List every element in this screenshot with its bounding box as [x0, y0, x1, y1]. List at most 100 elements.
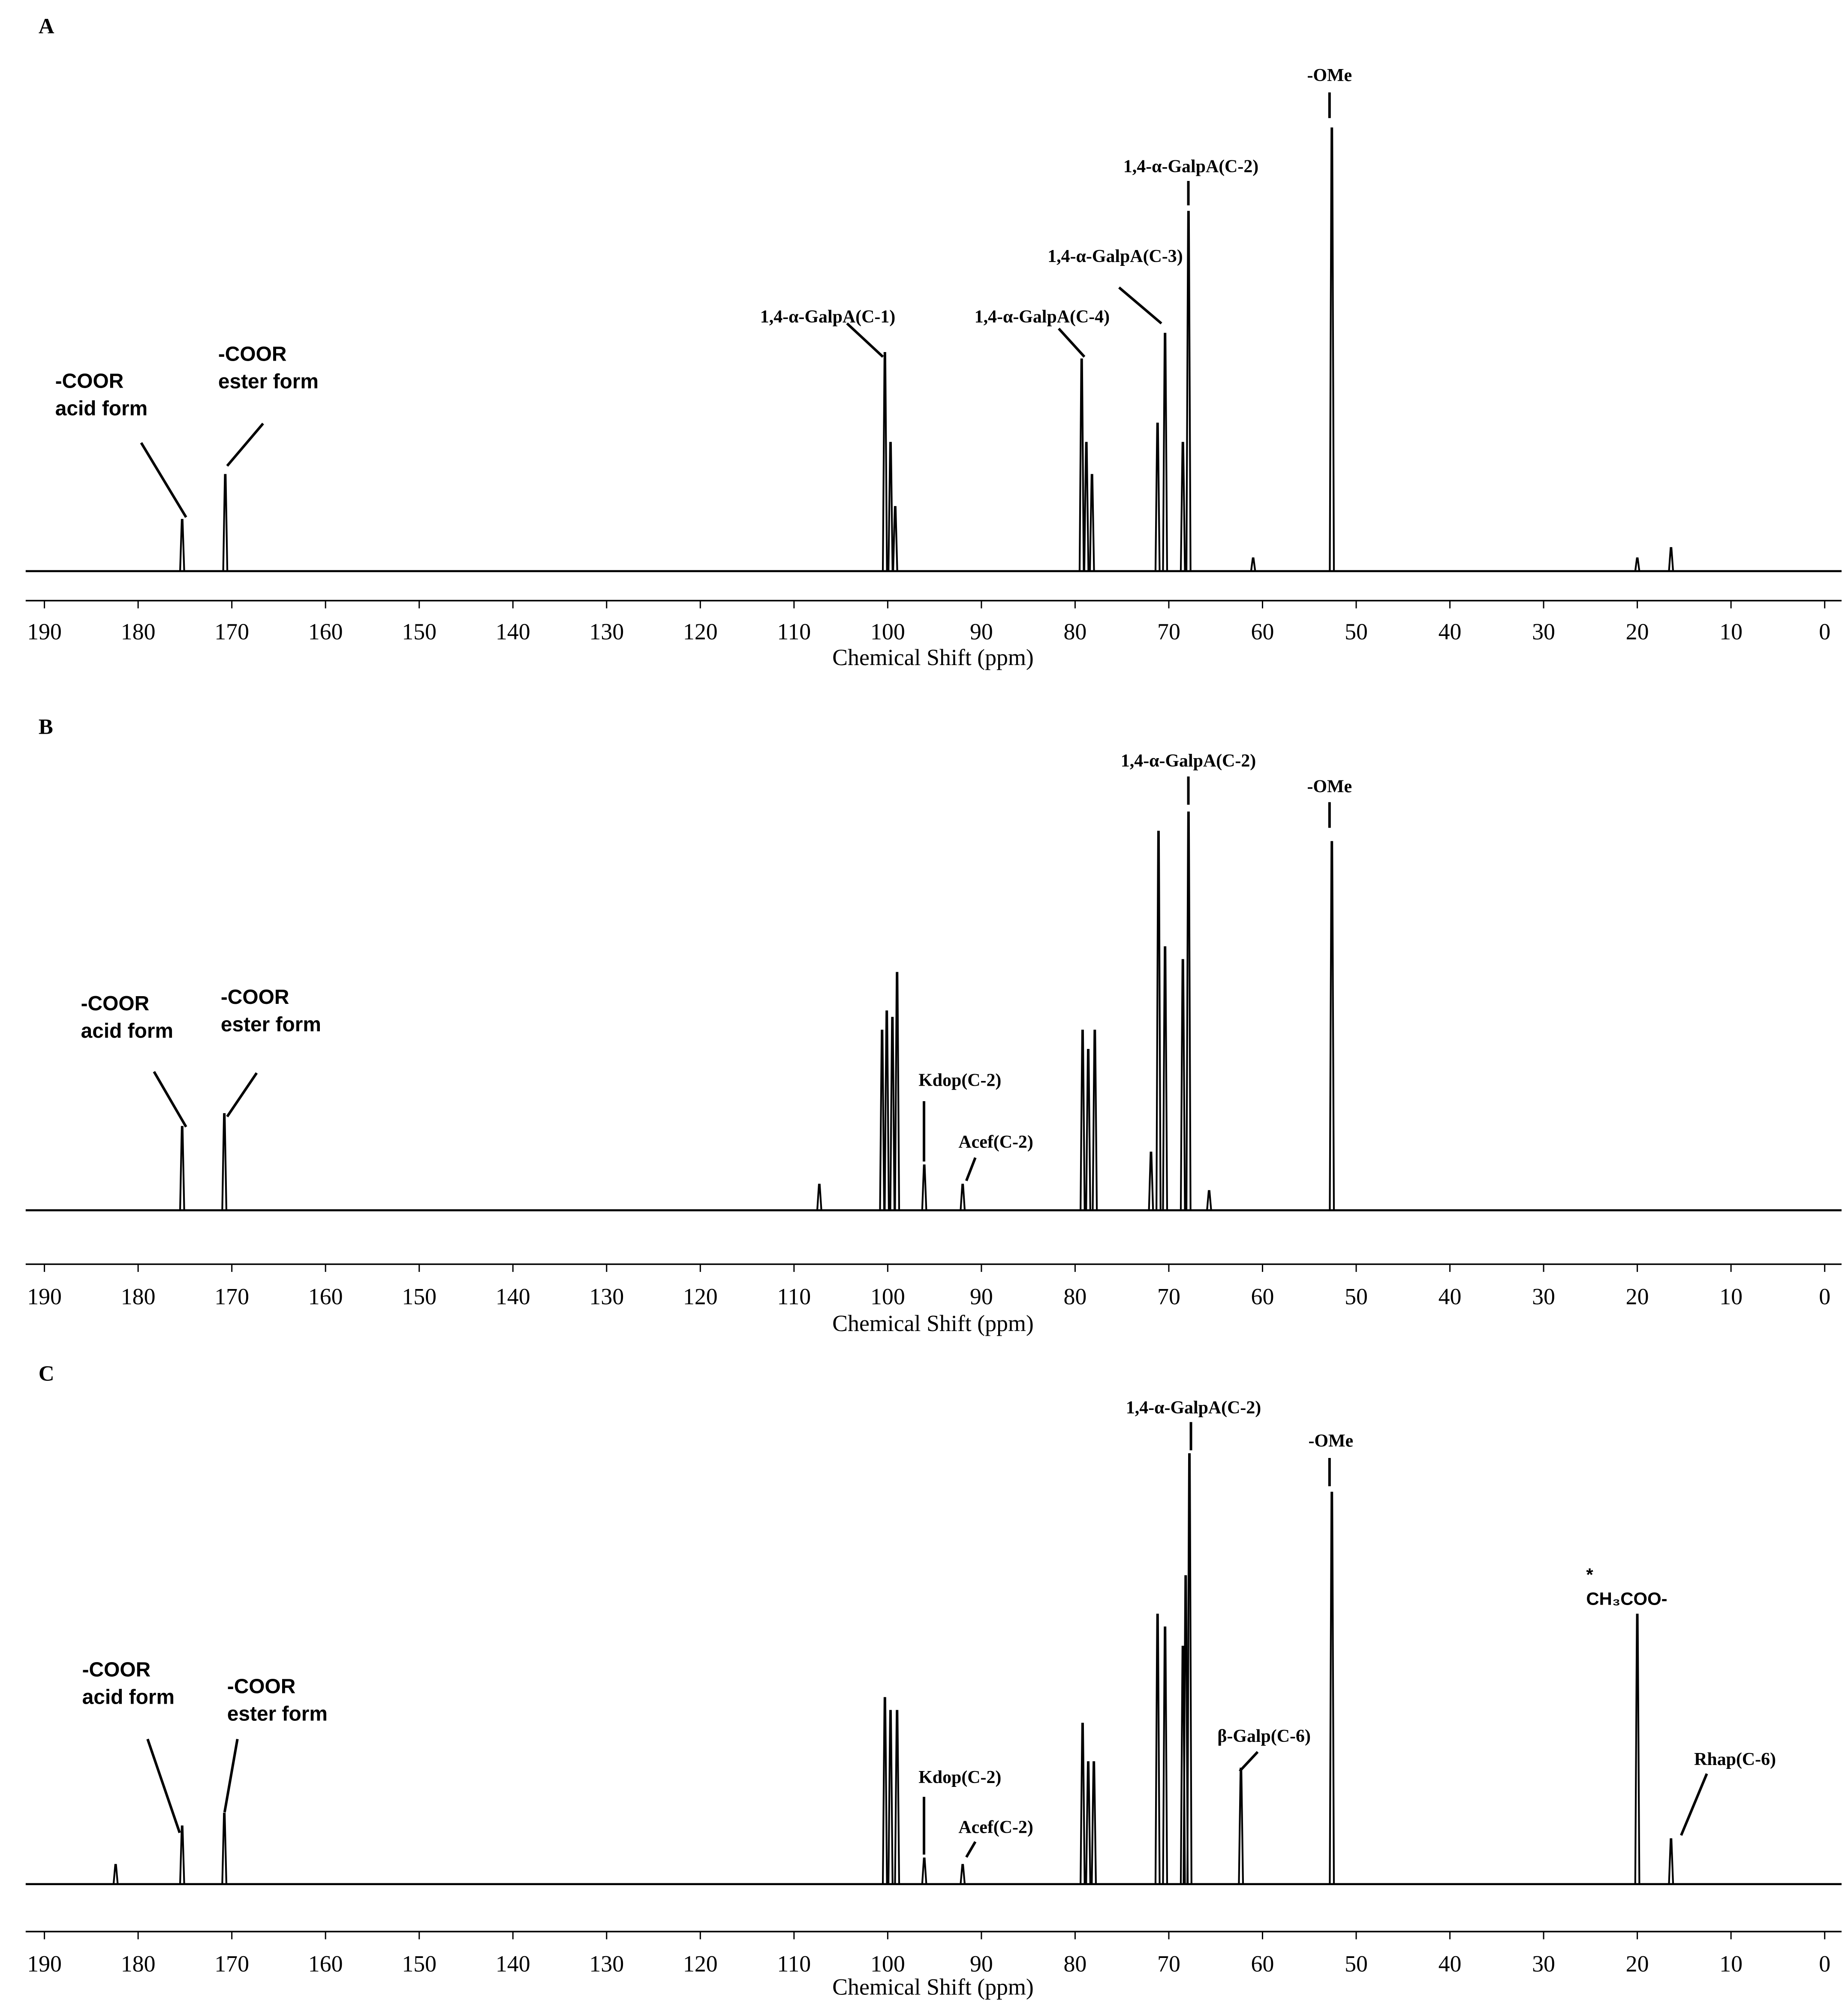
peak: [888, 442, 894, 571]
peak: [1083, 442, 1090, 571]
peak: [221, 1813, 228, 1884]
x-tick-label: 120: [683, 1283, 718, 1309]
x-tick-label: 60: [1251, 1951, 1274, 1977]
leader-line: [1058, 328, 1086, 358]
x-tick-label: 140: [496, 619, 530, 645]
leader-line: [1680, 1773, 1708, 1836]
x-tick-label: 100: [870, 619, 905, 645]
annotation: -COOR: [227, 1675, 296, 1698]
peak: [1085, 1761, 1091, 1884]
x-tick-label: 60: [1251, 1283, 1274, 1309]
leader-line: [965, 1841, 977, 1858]
peak: [960, 1184, 966, 1211]
annotation: Kdop(C-2): [918, 1768, 1001, 1787]
annotation: -COOR: [82, 1659, 151, 1681]
annotation: Acef(C-2): [958, 1818, 1033, 1837]
leader-line: [1239, 1751, 1259, 1772]
peak: [960, 1864, 966, 1884]
annotation: acid form: [55, 397, 147, 420]
x-tick-label: 150: [402, 1951, 436, 1977]
annotation: 1,4-α-GalpA(C-2): [1123, 157, 1258, 177]
x-tick-label: 150: [402, 619, 436, 645]
peak: [884, 1010, 890, 1211]
annotation: -OMe: [1308, 1431, 1353, 1451]
x-tick-label: 140: [496, 1951, 530, 1977]
peak: [1329, 127, 1335, 571]
peak: [1329, 1491, 1335, 1884]
x-tick-label: 160: [308, 1951, 343, 1977]
peak: [179, 519, 185, 571]
peak: [1078, 358, 1085, 571]
peak: [1668, 1838, 1674, 1884]
x-tick-label: 10: [1719, 1283, 1743, 1309]
annotation: ester form: [218, 370, 319, 393]
x-tick-label: 180: [121, 1951, 156, 1977]
annotation: -OMe: [1307, 66, 1352, 85]
annotation: ester form: [227, 1702, 328, 1725]
peak: [1634, 1614, 1640, 1884]
leader-line: [226, 1072, 258, 1117]
x-tick-label: 20: [1626, 619, 1649, 645]
leader-line: [965, 1157, 977, 1181]
annotation: 1,4-α-GalpA(C-2): [1126, 1398, 1261, 1418]
annotation: acid form: [82, 1686, 175, 1708]
x-tick-label: 160: [308, 1283, 343, 1309]
x-tick-label: 0: [1819, 1283, 1830, 1309]
annotation: Kdop(C-2): [918, 1071, 1001, 1090]
peak: [1238, 1768, 1244, 1884]
peak: [1329, 841, 1335, 1211]
x-tick-label: 40: [1439, 1283, 1462, 1309]
annotation: -COOR: [81, 992, 150, 1015]
annotation: Rhap(C-6): [1694, 1750, 1776, 1769]
x-tick-label: 190: [27, 1283, 62, 1309]
peak: [921, 1164, 927, 1211]
leader-line: [846, 322, 884, 358]
peak: [1080, 1030, 1086, 1211]
peak: [1185, 811, 1192, 1211]
annotation: 1,4-α-GalpA(C-1): [760, 307, 895, 327]
peak: [1668, 547, 1674, 572]
leader-line: [146, 1738, 181, 1833]
x-tick-label: 70: [1157, 619, 1180, 645]
x-tick-label: 110: [777, 1951, 811, 1977]
x-tick-label: 110: [777, 1283, 811, 1309]
x-tick-label: 80: [1063, 1283, 1087, 1309]
x-tick-label: 90: [970, 619, 993, 645]
x-tick-label: 130: [589, 619, 624, 645]
peak: [1180, 959, 1186, 1211]
x-tick-label: 120: [683, 1951, 718, 1977]
x-tick-label: 120: [683, 619, 718, 645]
peak: [179, 1126, 185, 1211]
annotation: *: [1586, 1564, 1593, 1584]
x-tick-label: 100: [870, 1283, 905, 1309]
peak: [888, 1710, 894, 1884]
x-tick-label: 180: [121, 619, 156, 645]
leader-line: [153, 1071, 187, 1128]
peak: [1154, 422, 1161, 571]
annotation: -OMe: [1307, 777, 1352, 796]
peak: [816, 1184, 822, 1211]
peak: [894, 1710, 900, 1884]
x-tick-label: 50: [1345, 619, 1368, 645]
peak: [894, 972, 900, 1211]
x-axis-label: Chemical Shift (ppm): [832, 1974, 1034, 2000]
leader-line: [223, 1739, 239, 1813]
peak: [1206, 1190, 1212, 1211]
peak: [1180, 442, 1186, 571]
peak: [221, 1113, 228, 1211]
annotation: 1,4-α-GalpA(C-2): [1121, 751, 1256, 771]
peak: [1089, 474, 1095, 571]
x-axis-label: Chemical Shift (ppm): [832, 1310, 1034, 1336]
peak: [1183, 1575, 1189, 1884]
annotation: ester form: [221, 1013, 321, 1036]
leader-line: [140, 442, 187, 518]
peak: [889, 1017, 896, 1211]
x-tick-label: 10: [1719, 1951, 1743, 1977]
leader-line: [226, 422, 264, 467]
peak: [1185, 211, 1192, 571]
x-tick-label: 180: [121, 1283, 156, 1309]
x-tick-label: 30: [1532, 1283, 1555, 1309]
x-tick-label: 90: [970, 1951, 993, 1977]
